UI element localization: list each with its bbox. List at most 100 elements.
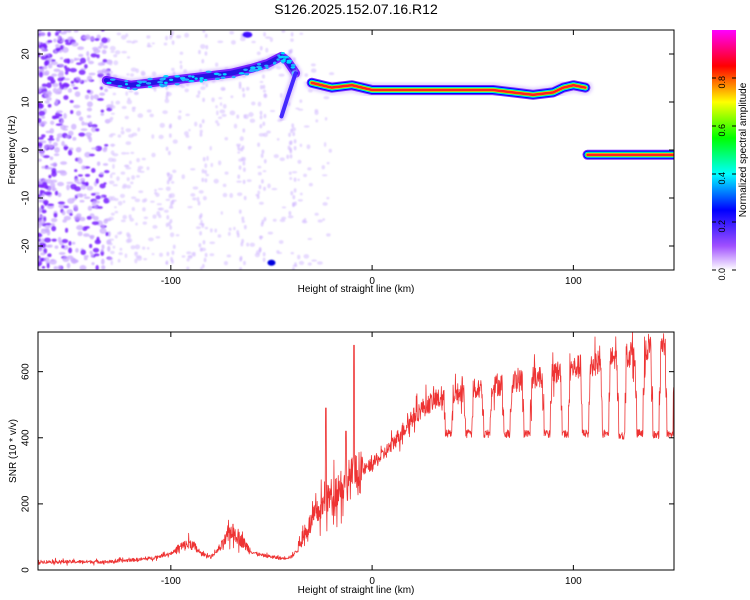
spectrogram-noise-blob [71,123,77,130]
spectrogram-noise-blob [146,109,152,113]
spectrogram-noise-blob [130,67,137,72]
spectrogram-noise-blob [61,140,65,147]
spectrogram-noise-blob [66,30,72,33]
spectrogram-noise-blob [259,124,263,129]
spectrogram-noise-blob [83,196,91,200]
snr-x-tick-label: -100 [161,576,181,587]
spectrogram-noise-blob [104,143,109,147]
spectrogram-noise-blob [110,260,114,266]
spectrogram-noise-blob [227,231,231,236]
spectrogram-noise-blob [124,115,129,120]
spectrogram-noise-blob [38,103,44,109]
spectrogram-noise-blob [53,142,58,147]
spectrogram-noise-blob [317,219,323,223]
spectrogram-noise-blob [71,83,76,87]
spectrogram-noise-blob [184,32,190,38]
spectrogram-noise-blob [165,222,169,228]
spectrogram-noise-blob [112,245,116,249]
spectrogram-noise-blob [73,104,81,109]
spectrogram-noise-blob [59,57,64,60]
spectrogram-noise-blob [165,186,171,192]
spectrogram-trace-fleck [231,75,236,79]
spectrogram-noise-blob [203,257,207,263]
spectrogram-noise-blob [78,132,86,137]
spectrogram-noise-blob [109,45,116,51]
spectrogram-noise-blob [151,42,155,45]
spectrogram-noise-blob [157,187,164,191]
spectrogram-noise-blob [198,49,201,55]
spectrogram-noise-blob [79,177,86,183]
spectrogram-noise-blob [222,183,227,188]
spectrogram-trace-fleck [147,77,153,81]
spectrogram-noise-blob [241,220,245,224]
spectrogram-trace-mid-layer [310,81,587,97]
spectrogram-noise-blob [142,207,146,212]
spectrogram-noise-blob [187,145,192,150]
spectrogram-noise-blob [74,178,80,184]
spectrogram-noise-blob [63,95,69,100]
spectrogram-noise-blob [199,247,203,252]
spectrogram-noise-blob [99,92,106,96]
spectrogram-noise-blob [240,147,244,152]
spectrogram-noise-blob [71,241,76,245]
spectrogram-noise-blob [326,233,331,237]
spectrogram-noise-blob [90,94,94,101]
spectrogram-noise-blob [117,258,121,263]
spectrogram-noise-blob [63,65,68,69]
spectrogram-noise-blob [154,191,158,195]
spectrogram-noise-blob [191,252,195,256]
spectrogram-noise-blob [47,203,55,207]
spectrogram-noise-blob [102,58,108,63]
spectrogram-trace-low [100,50,302,92]
spectrogram-noise-blob [266,130,271,134]
spectrogram-noise-blob [175,34,182,39]
spectrogram-noise-blob [295,107,300,110]
spectrogram-noise-blob [67,198,75,204]
spectrogram-noise-blob [195,226,201,230]
spectrogram-noise-blob [99,183,106,189]
spectrogram-noise-blob [199,129,203,133]
spectrogram-noise-blob [102,45,108,49]
spectrogram-noise-blob [134,258,138,264]
spectrogram-noise-blob [166,215,170,220]
spectrogram-noise-blob [78,53,84,58]
spectrogram-noise-blob [273,154,279,159]
spectrogram-trace-fleck [243,68,248,71]
spectrogram-noise-blob [62,83,70,87]
spectrogram-noise-blob [90,252,94,258]
spectrogram-noise-blob [47,138,55,141]
spectrogram-noise-blob [55,123,63,126]
spectrogram-noise-blob [198,190,204,194]
spectrogram-noise-blob [83,256,88,261]
spectrogram-noise-blob [108,180,115,185]
spectrogram-noise-blob [328,72,335,76]
spectrogram-noise-blob [103,197,110,204]
spectrogram-noise-blob [61,210,66,216]
spectrogram-noise-blob [91,192,96,196]
spectrogram-y-label: Frequency (Hz) [7,116,18,185]
spectrogram-noise-blob [301,220,308,224]
spectrogram-noise-blob [186,251,192,255]
spectrogram-noise-blob [110,212,115,216]
spectrogram-noise-blob [65,42,73,46]
spectrogram-noise-blob [202,30,206,33]
spectrogram-noise-blob [47,253,52,258]
spectrogram-noise-blob [103,146,108,150]
spectrogram-noise-blob [292,202,295,208]
spectrogram-noise-blob [165,95,169,100]
spectrogram-noise-blob [126,40,133,43]
spectrogram-noise-blob [39,242,47,249]
spectrogram-noise-blob [239,136,244,142]
spectrogram-noise-blob [88,234,95,239]
snr-panel: -100 0 100 0 200 400 600 Height of straight li… [8,331,675,596]
spectrogram-noise-blob [261,179,264,184]
spectrogram-noise-blob [179,51,184,55]
spectrogram-noise-blob [166,91,169,96]
spectrogram-noise-blob [236,233,240,238]
spectrogram-noise-blob [104,169,110,174]
spectrogram-noise-blob [168,133,172,138]
spectrogram-noise-blob [251,40,256,44]
spectrogram-x-tick-label: 100 [565,276,582,287]
spectrogram-noise-blob [61,47,69,53]
snr-y-tick-label: 600 [21,363,32,380]
